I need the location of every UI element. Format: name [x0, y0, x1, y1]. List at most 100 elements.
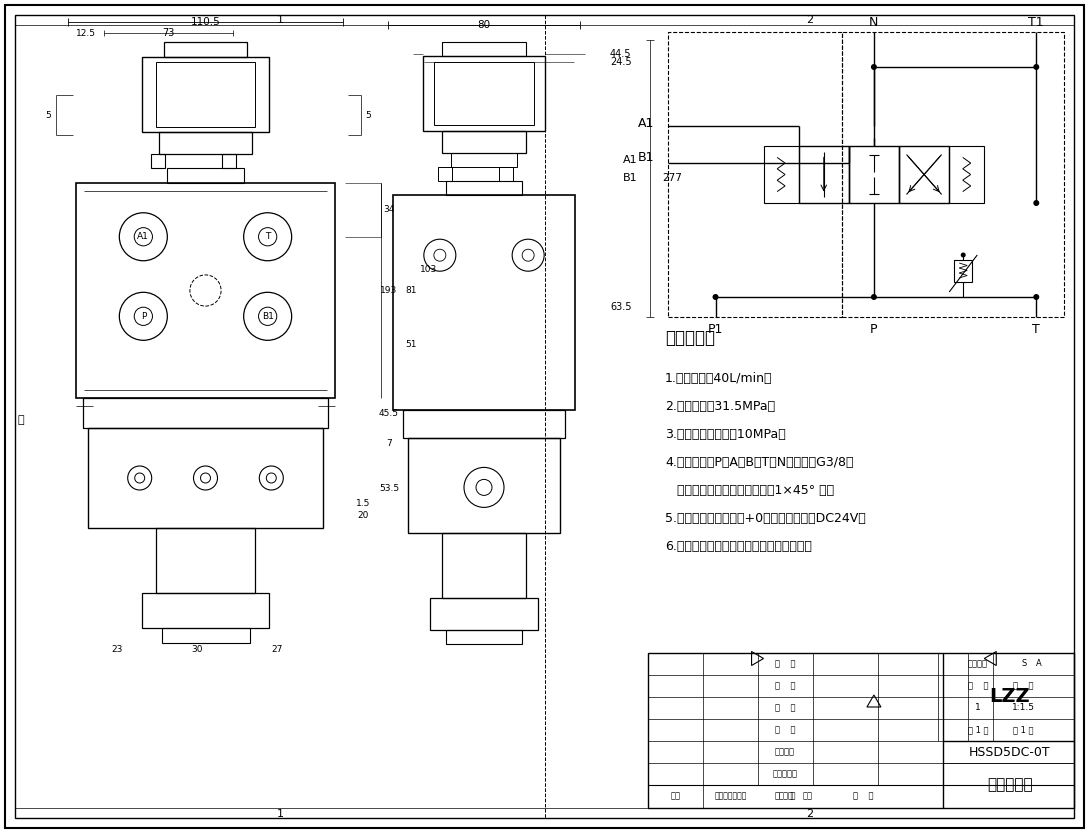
Bar: [156, 528, 255, 593]
Text: A1: A1: [638, 117, 654, 130]
Text: 标记: 标记: [671, 791, 681, 801]
Text: B1: B1: [623, 173, 637, 183]
Text: N: N: [869, 16, 879, 28]
Text: 51: 51: [405, 340, 417, 349]
Text: 共 1 张: 共 1 张: [968, 726, 988, 735]
Text: 工艺检查: 工艺检查: [775, 747, 795, 756]
Circle shape: [712, 294, 719, 300]
Text: 描    图: 描 图: [774, 704, 795, 712]
Text: A1: A1: [137, 232, 149, 242]
Text: 73: 73: [162, 28, 174, 38]
Bar: [167, 168, 244, 183]
Bar: [648, 653, 1074, 808]
Bar: [156, 62, 255, 127]
Text: B1: B1: [638, 151, 654, 164]
Circle shape: [1033, 294, 1039, 300]
Text: 图样标记: 图样标记: [968, 660, 988, 669]
Text: LZZ: LZZ: [990, 687, 1030, 706]
Text: 5.控制方式：电磁控制+0型阀杆；电压：DC24V；: 5.控制方式：电磁控制+0型阀杆；电压：DC24V；: [665, 511, 866, 525]
Bar: [763, 146, 798, 203]
Text: P: P: [870, 322, 878, 336]
Text: 制    图: 制 图: [774, 681, 795, 691]
Bar: [164, 42, 247, 57]
Bar: [143, 57, 269, 132]
Bar: [442, 533, 526, 598]
Text: 校    对: 校 对: [774, 726, 795, 735]
Text: 3.安全阀调定压力：10MPa；: 3.安全阀调定压力：10MPa；: [665, 427, 786, 441]
Bar: [950, 146, 984, 203]
Text: B1: B1: [261, 312, 273, 321]
Text: T: T: [1032, 322, 1040, 336]
Text: 63.5: 63.5: [610, 302, 632, 312]
Text: 80: 80: [477, 20, 490, 30]
Text: A: A: [1036, 660, 1042, 669]
Text: 设    计: 设 计: [774, 660, 795, 669]
Circle shape: [1033, 64, 1039, 70]
Text: 103: 103: [420, 265, 438, 273]
Text: 5: 5: [45, 111, 51, 119]
Text: P1: P1: [708, 322, 723, 336]
Circle shape: [871, 64, 877, 70]
Bar: [500, 167, 513, 181]
Text: 4.油口尺寸：P、A、B、T、N油口均为G3/8；: 4.油口尺寸：P、A、B、T、N油口均为G3/8；: [665, 456, 854, 468]
Text: 日期: 日期: [803, 791, 813, 801]
Text: 45.5: 45.5: [379, 408, 399, 417]
Bar: [83, 398, 328, 428]
Text: 110.5: 110.5: [191, 17, 220, 27]
Bar: [430, 598, 538, 630]
Text: HSSD5DC-0T: HSSD5DC-0T: [969, 746, 1051, 759]
Bar: [451, 153, 516, 167]
Text: 第 1 张: 第 1 张: [1013, 726, 1033, 735]
Text: 5: 5: [365, 111, 371, 119]
Text: 1: 1: [277, 15, 283, 25]
Text: 标准化检查: 标准化检查: [772, 770, 797, 779]
Bar: [222, 154, 236, 168]
Bar: [900, 146, 950, 203]
Bar: [150, 154, 164, 168]
Text: 技术要求：: 技术要求：: [665, 329, 715, 347]
Text: P: P: [140, 312, 146, 321]
Text: 1.额定流量：40L/min；: 1.额定流量：40L/min；: [665, 372, 772, 385]
Bar: [668, 32, 842, 317]
Text: 81: 81: [405, 286, 417, 295]
Text: 记: 记: [19, 415, 25, 425]
Bar: [159, 132, 253, 154]
Bar: [798, 146, 848, 203]
Text: 30: 30: [192, 646, 203, 655]
Text: 比    例: 比 例: [1013, 681, 1033, 691]
Text: 1.5: 1.5: [356, 498, 370, 507]
Text: 24.5: 24.5: [610, 57, 632, 67]
Bar: [445, 630, 523, 644]
Text: 53.5: 53.5: [379, 483, 399, 492]
Bar: [842, 32, 1064, 317]
Text: 277: 277: [662, 173, 682, 183]
Bar: [954, 260, 972, 282]
Bar: [88, 428, 323, 528]
Text: 6.阀体表面磷化处理，安全阀及螺堵镀锌。: 6.阀体表面磷化处理，安全阀及螺堵镀锌。: [665, 540, 812, 552]
Bar: [143, 593, 269, 628]
Text: A1: A1: [623, 155, 637, 165]
Text: 34: 34: [383, 206, 394, 214]
Text: 7: 7: [387, 438, 392, 447]
Text: 数    量: 数 量: [968, 681, 988, 691]
Text: 油口均为平面密封，油孔口倒1×45° 角；: 油口均为平面密封，油孔口倒1×45° 角；: [665, 483, 834, 496]
Text: 20: 20: [357, 511, 369, 521]
Circle shape: [1033, 200, 1039, 206]
Bar: [442, 42, 526, 56]
Circle shape: [871, 294, 877, 300]
Text: 一联多路阀: 一联多路阀: [988, 777, 1032, 792]
Bar: [435, 62, 534, 125]
Text: 1: 1: [975, 704, 981, 712]
Text: 2: 2: [807, 15, 813, 25]
Text: 审    核: 审 核: [774, 791, 795, 801]
Text: 更改人: 更改人: [779, 791, 794, 801]
Text: 27: 27: [271, 646, 283, 655]
Text: 12.5: 12.5: [76, 28, 96, 37]
Text: 2: 2: [807, 809, 813, 819]
Text: 2.额定压力：31.5MPa；: 2.额定压力：31.5MPa；: [665, 400, 775, 412]
Text: S: S: [1021, 660, 1027, 669]
Bar: [403, 410, 565, 438]
Circle shape: [960, 252, 966, 257]
Text: 193: 193: [380, 286, 397, 295]
Text: 1:1.5: 1:1.5: [1012, 704, 1035, 712]
